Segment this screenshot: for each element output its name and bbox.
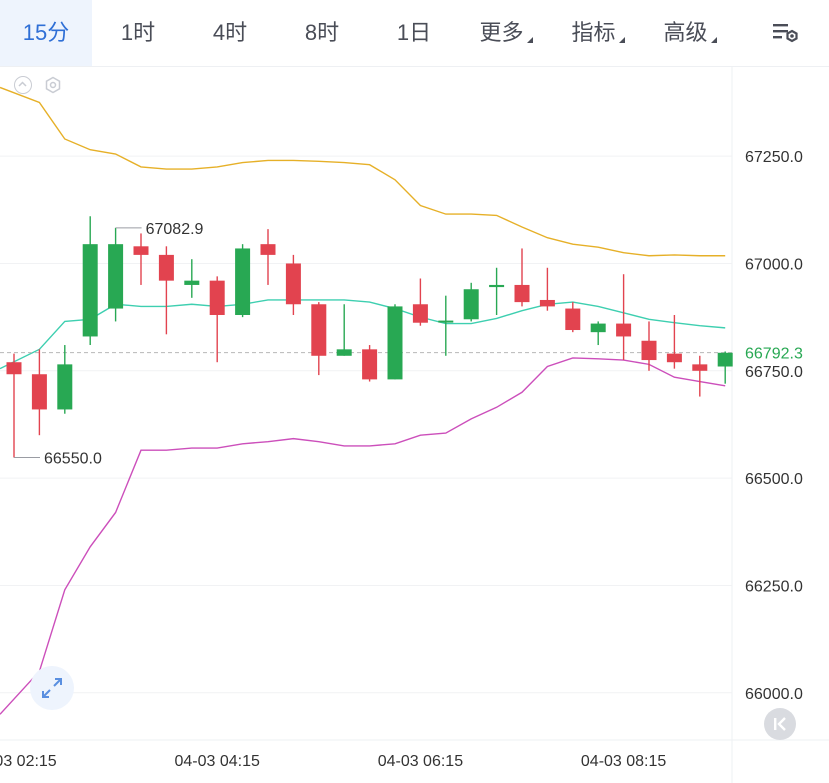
tab-label: 1日 <box>396 20 432 45</box>
dropdown-caret-icon <box>710 37 717 43</box>
y-tick-label: 66500.0 <box>745 471 803 488</box>
candle-body <box>692 364 708 371</box>
candle-body <box>311 304 327 356</box>
candle-body <box>489 284 505 288</box>
x-tick-label: 04-03 02:15 <box>0 753 57 770</box>
candle-body <box>235 248 251 315</box>
tab-label: 8时 <box>304 20 340 45</box>
candle-body <box>260 244 276 255</box>
dropdown-caret-icon <box>526 37 533 43</box>
boll-lower-line <box>0 357 726 715</box>
candle-body <box>133 246 149 255</box>
candle-body <box>209 280 225 315</box>
tab-period-2[interactable]: 4时 <box>184 0 276 66</box>
candle-body <box>6 362 22 375</box>
candle-body <box>412 304 428 323</box>
candle-body <box>616 323 632 337</box>
candle-body <box>514 284 530 303</box>
candle-body <box>336 349 352 356</box>
tab-label: 4时 <box>212 20 248 45</box>
max-price-label: 67082.9 <box>146 221 204 238</box>
tab-period-0[interactable]: 15分 <box>0 0 92 66</box>
dropdown-caret-icon <box>618 37 625 43</box>
candle-body <box>158 254 174 281</box>
chart-settings-icon[interactable] <box>771 19 801 47</box>
y-tick-label: 66000.0 <box>745 686 803 703</box>
candle-body <box>362 349 378 380</box>
candle-body <box>82 244 98 337</box>
tab-label: 1时 <box>120 20 156 45</box>
candle-body <box>463 289 479 320</box>
tab-period-7[interactable]: 高级 <box>644 0 736 66</box>
candle-body <box>184 280 200 285</box>
fullscreen-expand-icon[interactable] <box>30 666 74 710</box>
candle-body <box>387 306 403 380</box>
x-tick-label: 04-03 04:15 <box>174 753 260 770</box>
boll-upper-line <box>0 86 726 257</box>
candle-body <box>108 244 124 309</box>
candle-body <box>285 263 301 305</box>
current-price-label: 66792.3 <box>745 346 803 363</box>
candlestick-chart[interactable]: 67250.0 67000.0 66750.0 66500.0 66250.0 66000… <box>0 66 829 783</box>
candle-body <box>590 323 606 333</box>
tab-period-3[interactable]: 8时 <box>276 0 368 66</box>
y-tick-label: 67000.0 <box>745 256 803 273</box>
x-tick-label: 04-03 08:15 <box>581 753 667 770</box>
tab-label: 指标 <box>571 20 616 45</box>
candle-body <box>57 364 73 410</box>
collapse-indicator-icon[interactable] <box>14 76 32 94</box>
tab-label: 高级 <box>663 20 708 45</box>
y-tick-label: 66250.0 <box>745 578 803 595</box>
candle-body <box>438 320 454 323</box>
tab-period-6[interactable]: 指标 <box>552 0 644 66</box>
y-tick-label: 67250.0 <box>745 149 803 166</box>
min-price-label: 66550.0 <box>44 451 102 468</box>
tab-period-5[interactable]: 更多 <box>460 0 552 66</box>
boll-mid-line <box>0 299 726 370</box>
y-tick-label: 66750.0 <box>745 364 803 381</box>
x-tick-label: 04-03 06:15 <box>378 753 464 770</box>
scroll-to-latest-icon[interactable] <box>764 708 796 740</box>
tab-label: 更多 <box>479 20 524 45</box>
tab-period-1[interactable]: 1时 <box>92 0 184 66</box>
candle-body <box>717 352 733 367</box>
indicator-settings-icon[interactable] <box>44 76 62 94</box>
tab-period-4[interactable]: 1日 <box>368 0 460 66</box>
candle-body <box>641 340 657 361</box>
candle-body <box>539 299 555 307</box>
candle-body <box>31 374 47 410</box>
candle-body <box>666 353 682 363</box>
period-toolbar: 15分 1时 4时 8时 1日 更多 指标 高级 <box>0 0 829 67</box>
tab-label: 15分 <box>22 20 70 45</box>
candle-body <box>565 308 581 331</box>
